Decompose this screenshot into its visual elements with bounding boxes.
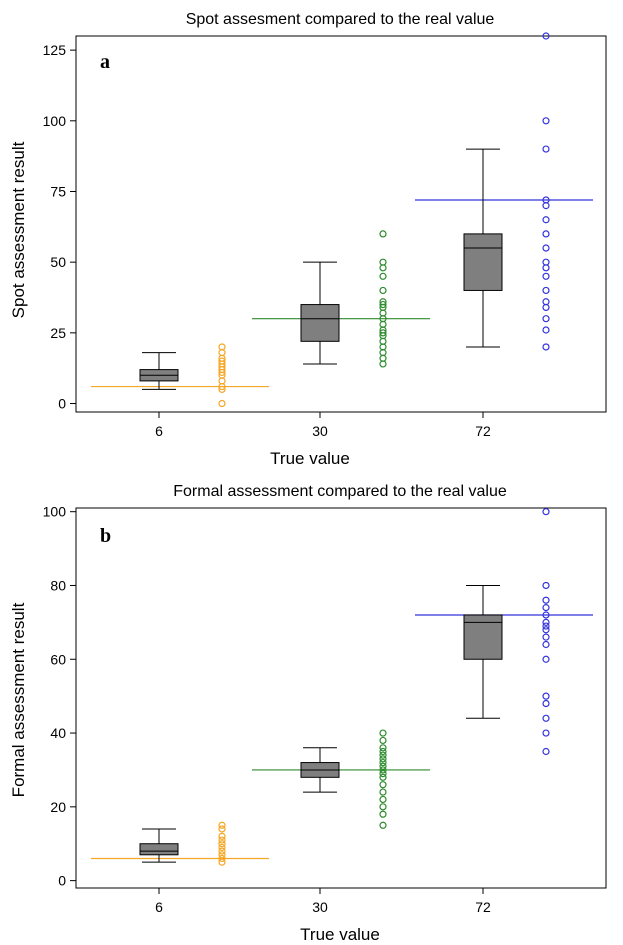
box <box>301 305 339 342</box>
data-point <box>543 245 549 251</box>
box <box>140 844 178 855</box>
y-axis-label: Formal assessment result <box>9 602 28 797</box>
data-point <box>543 730 549 736</box>
data-point <box>543 344 549 350</box>
panel-a: Spot assesment compared to the real valu… <box>9 11 606 468</box>
panel-label: b <box>100 525 111 547</box>
y-tick-label: 50 <box>50 254 66 270</box>
data-point <box>543 693 549 699</box>
x-tick-label: 30 <box>312 899 328 915</box>
chart-marks: 0 20 40 60 80 100 6 30 72 <box>43 504 593 915</box>
y-tick-label: 80 <box>50 577 66 593</box>
data-point <box>543 619 549 625</box>
data-point <box>380 789 386 795</box>
y-tick-label: 75 <box>50 183 66 199</box>
data-point <box>543 217 549 223</box>
data-point <box>543 597 549 603</box>
data-point <box>543 231 549 237</box>
x-tick-label: 72 <box>475 899 491 915</box>
data-point <box>543 634 549 640</box>
data-point <box>380 796 386 802</box>
data-point <box>380 730 386 736</box>
x-tick-label: 6 <box>155 423 163 439</box>
data-point <box>543 146 549 152</box>
data-point <box>380 782 386 788</box>
data-point <box>543 701 549 707</box>
chart-marks: 0 25 50 75 100 125 6 30 72 <box>43 33 593 439</box>
y-tick-label: 20 <box>50 799 66 815</box>
data-point <box>543 118 549 124</box>
data-point <box>543 582 549 588</box>
data-point <box>543 642 549 648</box>
data-point <box>543 715 549 721</box>
data-point <box>543 656 549 662</box>
y-tick-label: 40 <box>50 725 66 741</box>
data-point <box>543 287 549 293</box>
y-tick-label: 60 <box>50 651 66 667</box>
data-point <box>380 822 386 828</box>
y-tick-label: 25 <box>50 325 66 341</box>
chart-title: Spot assesment compared to the real valu… <box>186 11 495 28</box>
data-point <box>543 509 549 515</box>
data-point <box>543 327 549 333</box>
data-point <box>543 273 549 279</box>
data-point <box>543 316 549 322</box>
plot-frame <box>76 508 606 888</box>
box <box>464 234 502 291</box>
plot-frame <box>76 36 606 412</box>
box <box>464 615 502 659</box>
data-point <box>543 605 549 611</box>
x-tick-label: 72 <box>475 423 491 439</box>
data-point <box>380 811 386 817</box>
data-point <box>543 748 549 754</box>
x-tick-label: 6 <box>155 899 163 915</box>
data-point <box>380 737 386 743</box>
x-axis-label: True value <box>300 925 380 944</box>
y-tick-label: 0 <box>58 396 66 412</box>
y-tick-label: 100 <box>43 113 67 129</box>
y-tick-label: 0 <box>58 873 66 889</box>
y-axis-label: Spot assessment result <box>9 141 28 318</box>
data-point <box>380 287 386 293</box>
x-axis-label: True value <box>270 449 350 468</box>
x-tick-label: 30 <box>312 423 328 439</box>
data-point <box>219 401 225 407</box>
data-point <box>380 804 386 810</box>
panel-b: Formal assessment compared to the real v… <box>9 483 606 944</box>
chart-title: Formal assessment compared to the real v… <box>173 483 507 500</box>
data-point <box>219 822 225 828</box>
data-point <box>380 745 386 751</box>
data-point <box>380 273 386 279</box>
data-point <box>380 231 386 237</box>
panel-label: a <box>100 51 110 73</box>
data-point <box>219 833 225 839</box>
y-tick-label: 125 <box>43 42 67 58</box>
y-tick-label: 100 <box>43 504 67 520</box>
